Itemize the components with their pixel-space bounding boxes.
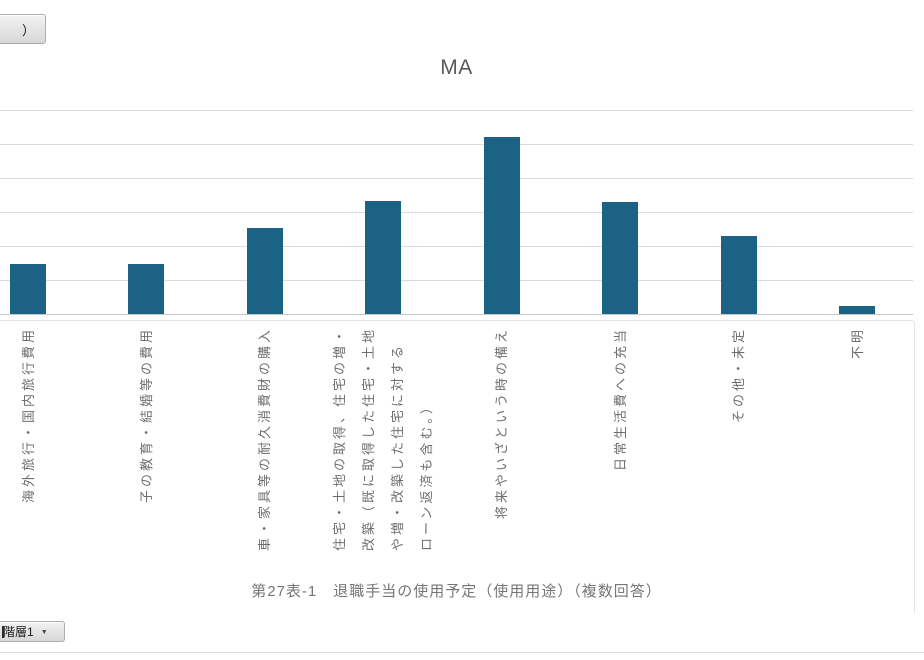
bar-1 <box>10 263 46 314</box>
category-label-1: 海外旅行・国内旅行費用 <box>14 327 43 577</box>
category-label-text: 車・家具等の耐久消費財の購入 <box>257 327 273 552</box>
bar-8 <box>839 305 875 314</box>
gridline <box>0 246 913 247</box>
bar-5 <box>483 136 520 314</box>
chart-caption: 第27表-1 退職手当の使用予定（使用用途）（複数回答） <box>251 583 662 600</box>
category-label-4: 住宅・土地の取得、住宅の増・ 改築（既に取得した住宅・土地 や増・改築した住宅に… <box>325 327 441 577</box>
gridline <box>0 178 913 179</box>
category-label-text: その他・未定 <box>731 327 747 424</box>
category-label-7: その他・未定 <box>724 327 753 577</box>
bar-3 <box>246 227 283 314</box>
category-label-5: 将来やいざという時の備え <box>487 327 516 577</box>
pivot-value-field-button-label: ） <box>21 22 35 38</box>
category-label-text: 子の教育・結婚等の費用 <box>138 327 154 504</box>
gridline <box>0 110 913 111</box>
chart-bottom-border <box>0 652 924 653</box>
dropdown-arrow-icon: ▼ <box>40 629 48 636</box>
gridline <box>0 280 913 281</box>
bar-4 <box>365 200 402 314</box>
category-label-text: 将来やいざという時の備え <box>494 327 510 520</box>
category-axis-line <box>0 314 913 315</box>
bar-7 <box>720 235 757 314</box>
pivot-axis-field-button[interactable]: 階層1 ▼ <box>0 621 65 642</box>
pivot-value-field-button[interactable]: ） <box>0 14 46 44</box>
gridline <box>0 212 913 213</box>
category-label-6: 日常生活費への充当 <box>606 327 635 577</box>
gridline <box>0 144 913 145</box>
pivot-axis-field-button-label: 階層1 <box>3 625 34 639</box>
bar-6 <box>602 202 639 314</box>
clipped-character-fragment <box>2 626 4 638</box>
category-label-text: 不明 <box>849 327 865 360</box>
category-label-8: 不明 <box>843 327 872 577</box>
category-label-text: 日常生活費への充当 <box>612 327 628 472</box>
category-label-3: 車・家具等の耐久消費財の購入 <box>250 327 279 577</box>
chart-title: MA <box>440 56 473 79</box>
category-label-text: 海外旅行・国内旅行費用 <box>20 327 36 504</box>
category-label-text: 住宅・土地の取得、住宅の増・ 改築（既に取得した住宅・土地 や増・改築した住宅に… <box>332 327 435 552</box>
bar-2 <box>128 263 165 314</box>
category-label-area-box <box>0 320 915 613</box>
category-label-2: 子の教育・結婚等の費用 <box>132 327 161 577</box>
